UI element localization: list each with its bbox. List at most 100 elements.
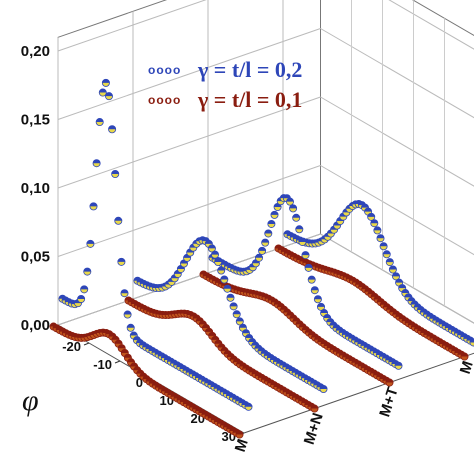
data-point bbox=[292, 213, 301, 222]
data-point bbox=[316, 302, 325, 311]
data-point bbox=[217, 266, 226, 275]
data-point bbox=[376, 234, 385, 243]
data-point bbox=[95, 118, 104, 127]
phi-tick-mark bbox=[114, 360, 121, 364]
data-point bbox=[80, 285, 89, 294]
data-point bbox=[114, 216, 123, 225]
legend-label-1: γ = t/l = 0,2 bbox=[197, 57, 302, 82]
data-point bbox=[117, 257, 126, 266]
value-tick-label: 0,05 bbox=[21, 249, 50, 266]
data-point bbox=[83, 267, 92, 276]
legend: oooo γ = t/l = 0,2 oooo γ = t/l = 0,1 bbox=[148, 57, 302, 112]
data-point bbox=[304, 263, 313, 272]
side-wall bbox=[320, 0, 474, 324]
data-point bbox=[89, 202, 98, 211]
data-point bbox=[307, 275, 316, 284]
data-point bbox=[235, 430, 244, 439]
dataset-tick-label: M bbox=[457, 359, 474, 376]
data-point bbox=[379, 242, 388, 251]
data-point bbox=[232, 310, 241, 319]
data-point bbox=[310, 286, 319, 295]
data-point bbox=[226, 293, 235, 302]
data-point bbox=[394, 361, 403, 370]
data-point bbox=[264, 229, 273, 238]
data-point bbox=[469, 338, 474, 347]
data-point bbox=[270, 210, 279, 219]
gridline-value bbox=[57, 0, 207, 52]
series-2-dataset-0 bbox=[49, 322, 244, 439]
series-2-dataset-3 bbox=[274, 244, 469, 361]
data-point bbox=[223, 284, 232, 293]
data-point bbox=[385, 378, 394, 387]
data-point bbox=[319, 384, 328, 393]
phi-tick-label: 0 bbox=[136, 375, 143, 390]
data-point bbox=[298, 237, 307, 246]
legend-label-2: γ = t/l = 0,1 bbox=[197, 87, 302, 112]
series-1-dataset-2 bbox=[208, 194, 403, 370]
value-tick-label: 0,20 bbox=[21, 43, 50, 60]
data-point bbox=[101, 78, 110, 87]
data-point bbox=[210, 250, 219, 259]
gridline-value bbox=[57, 96, 321, 189]
data-point bbox=[111, 170, 120, 179]
data-point bbox=[235, 317, 244, 326]
data-point bbox=[123, 310, 132, 319]
data-point bbox=[108, 125, 117, 134]
data-point bbox=[385, 258, 394, 267]
data-point bbox=[382, 250, 391, 259]
data-point bbox=[92, 159, 101, 168]
data-points bbox=[49, 78, 474, 439]
phi-tick-label: -10 bbox=[93, 357, 112, 372]
series-2-dataset-1 bbox=[124, 296, 319, 413]
data-point bbox=[214, 258, 223, 267]
data-point bbox=[367, 212, 376, 221]
data-point bbox=[285, 197, 294, 206]
data-point bbox=[370, 219, 379, 228]
data-point bbox=[313, 295, 322, 304]
data-point bbox=[289, 204, 298, 213]
dataset-tick-label: M+N bbox=[301, 411, 327, 447]
data-point bbox=[254, 253, 263, 262]
data-point bbox=[273, 202, 282, 211]
data-point bbox=[301, 251, 310, 260]
data-point bbox=[98, 88, 107, 97]
data-point bbox=[220, 275, 229, 284]
chart-walls bbox=[57, 0, 474, 434]
legend-marker-2: oooo bbox=[148, 93, 181, 107]
phi-tick-label: -20 bbox=[62, 339, 81, 354]
data-point bbox=[388, 265, 397, 274]
series-1-dataset-0 bbox=[58, 78, 253, 411]
dataset-tick-label: M+T bbox=[376, 385, 402, 419]
data-point bbox=[105, 92, 114, 101]
gridline-value bbox=[57, 28, 321, 120]
data-point bbox=[295, 225, 304, 234]
data-point bbox=[126, 323, 135, 332]
data-point bbox=[229, 302, 238, 311]
data-point bbox=[373, 226, 382, 235]
series-1-dataset-3 bbox=[283, 200, 474, 347]
data-point bbox=[460, 352, 469, 361]
data-point bbox=[310, 404, 319, 413]
dataset-tick-label: M bbox=[232, 437, 252, 454]
series-2-dataset-2 bbox=[199, 270, 394, 387]
data-point bbox=[244, 402, 253, 411]
gridline-value bbox=[57, 165, 321, 257]
phi-axis-title: φ bbox=[22, 384, 39, 417]
legend-marker-1: oooo bbox=[148, 63, 181, 77]
data-point bbox=[207, 244, 216, 253]
phi-tick-mark bbox=[83, 342, 90, 346]
data-point bbox=[258, 246, 267, 255]
data-point bbox=[120, 289, 129, 298]
data-point bbox=[86, 239, 95, 248]
series-1-dataset-1 bbox=[133, 236, 328, 393]
data-point bbox=[77, 294, 86, 303]
data-point bbox=[261, 238, 270, 247]
legend-entry-2: oooo γ = t/l = 0,1 bbox=[148, 87, 302, 112]
data-point bbox=[267, 219, 276, 228]
data-point bbox=[391, 272, 400, 281]
value-tick-label: 0,15 bbox=[21, 112, 50, 129]
value-tick-label: 0,10 bbox=[21, 180, 50, 197]
value-tick-label: 0,00 bbox=[21, 317, 50, 334]
